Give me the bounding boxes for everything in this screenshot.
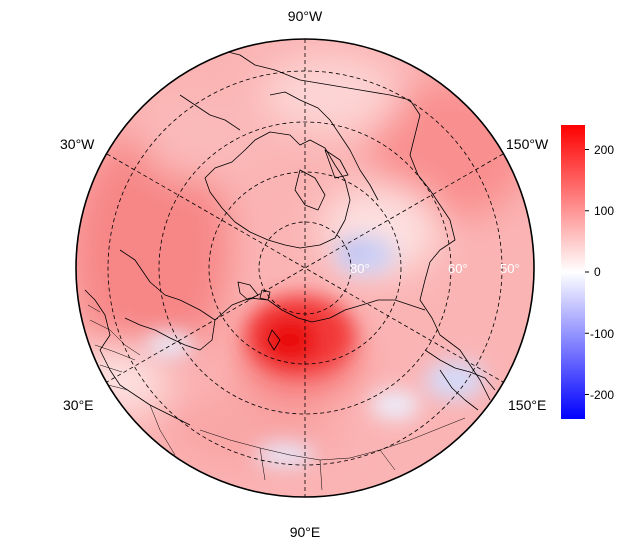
- north-america-coastline: [179, 49, 456, 263]
- kamchatka-coastline: [424, 349, 496, 411]
- longitude-label-30e: 30°E: [63, 397, 94, 413]
- longitude-label-90w: 90°W: [288, 8, 323, 24]
- meridian-150w-30e: [106, 153, 504, 383]
- meridian-30w-150e: [106, 153, 504, 383]
- canadian-archipelago: [269, 91, 379, 211]
- map-frame: [75, 38, 535, 498]
- latitude-label-80: 80°: [350, 261, 370, 276]
- colorbar-gradient: [561, 125, 585, 419]
- europe-borders: [87, 304, 141, 391]
- colorbar-tick-200: 200: [594, 143, 614, 157]
- greenland-coastline: [204, 131, 351, 249]
- longitude-label-150e: 150°E: [508, 397, 546, 413]
- colorbar-tick-minus-100: -100: [590, 327, 614, 341]
- graticule: [106, 39, 504, 497]
- longitude-label-150w: 150°W: [506, 136, 549, 152]
- asia-borders: [149, 404, 466, 491]
- latitude-circle-60: [158, 121, 452, 415]
- europe-coastline: [84, 289, 191, 426]
- colorbar-tick-100: 100: [594, 204, 614, 218]
- colorbar: 200 100 0 -100 -200: [561, 125, 614, 419]
- scandinavia-coastline: [119, 249, 216, 351]
- longitude-label-90e: 90°E: [290, 524, 321, 540]
- latitude-label-60: 60°: [448, 261, 468, 276]
- colorbar-tick-0: 0: [594, 265, 601, 279]
- longitude-label-30w: 30°W: [60, 136, 95, 152]
- colorbar-tick-minus-200: -200: [590, 388, 614, 402]
- latitude-label-50: 50°: [500, 261, 520, 276]
